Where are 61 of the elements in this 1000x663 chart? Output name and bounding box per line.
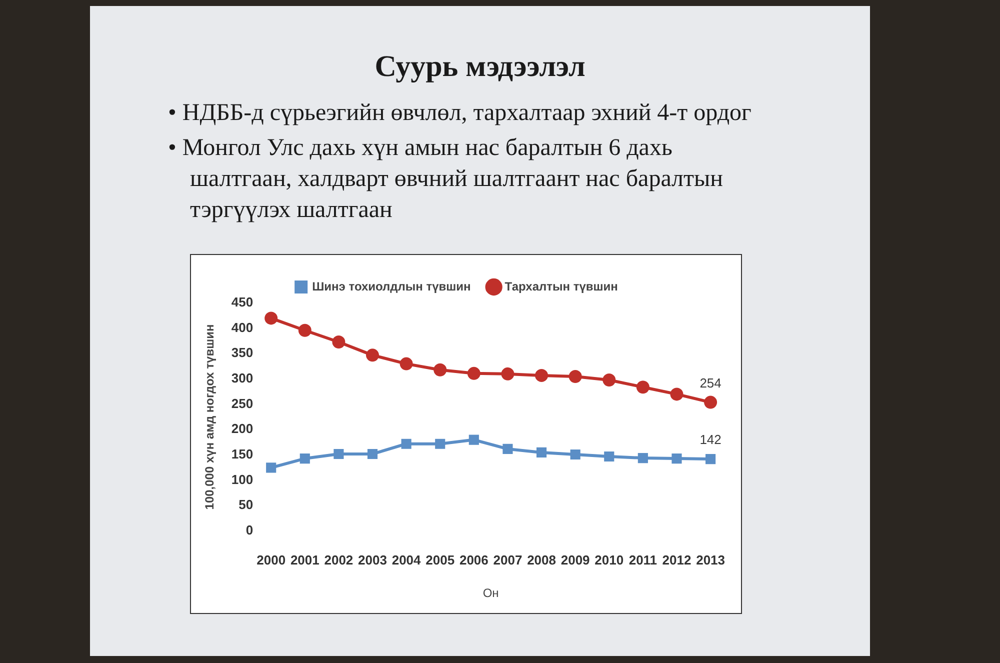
point [401, 438, 412, 449]
y-tick-label: 200 [231, 421, 254, 436]
point [298, 324, 312, 337]
point [602, 374, 616, 387]
x-tick-label: 2013 [696, 552, 725, 568]
y-tick-label: 0 [246, 522, 254, 538]
point [536, 447, 547, 458]
point [604, 451, 614, 462]
point [266, 462, 276, 473]
y-tick-label: 300 [231, 370, 254, 386]
x-tick-label: 2011 [628, 552, 658, 568]
x-axis-title: Он [482, 586, 499, 600]
data-label: 142 [700, 432, 722, 448]
point [638, 453, 648, 464]
point [366, 348, 379, 362]
x-tick-label: 2004 [392, 552, 422, 568]
text: • Монгол Улс дахь хүн амын нас баралтын 6 дахь шалтгаан, халдварт өвчний шалтгаант нас баралтын тэргүүлэх шалтгаан [168, 134, 724, 225]
point [300, 454, 310, 464]
legend-label: Тархалтын түвшин [504, 279, 618, 294]
point [502, 444, 513, 454]
y-tick-label: 250 [231, 396, 254, 411]
point [467, 366, 480, 380]
x-tick-label: 2005 [426, 552, 455, 568]
point [535, 368, 548, 382]
y-axis-title: 100,000 хүн амд ногдох түвшин [202, 324, 217, 510]
x-tick-label: 2000 [256, 552, 286, 568]
x-tick-label: 2010 [594, 552, 624, 568]
point [704, 396, 718, 409]
point [670, 388, 684, 401]
point [264, 312, 278, 325]
data-label: 254 [700, 375, 722, 390]
y-tick-label: 100 [231, 472, 254, 487]
point [332, 336, 346, 349]
point [468, 434, 479, 445]
point [570, 449, 580, 460]
point [435, 438, 446, 449]
x-tick-label: 2006 [459, 552, 488, 568]
y-tick-label: 400 [231, 320, 254, 335]
x-tick-label: 2009 [560, 552, 590, 568]
y-tick-label: 350 [231, 345, 254, 360]
point [334, 448, 344, 460]
point [400, 357, 413, 370]
point [434, 363, 447, 376]
y-tick-label: 50 [238, 497, 254, 512]
point [706, 454, 716, 464]
x-tick-label: 2007 [493, 552, 522, 568]
chart-title: Суурь мэдээлэл [374, 50, 586, 84]
x-tick-label: 2003 [358, 552, 387, 568]
text: • НДББ-д сүрьеэгийн өвчлөл, тархалтаар эхний 4-т ордог [168, 99, 752, 128]
point [672, 454, 682, 464]
y-tick-label: 150 [231, 446, 254, 462]
point [636, 380, 650, 394]
x-tick-label: 2002 [324, 552, 354, 568]
legend-label: Шинэ тохиолдлын түвшин [312, 279, 471, 294]
x-tick-label: 2012 [662, 552, 692, 568]
point [568, 370, 582, 383]
y-tick-label: 450 [231, 294, 254, 310]
x-tick-label: 2008 [527, 552, 556, 568]
point [367, 448, 378, 460]
x-tick-label: 2001 [290, 552, 320, 568]
point [501, 367, 514, 380]
